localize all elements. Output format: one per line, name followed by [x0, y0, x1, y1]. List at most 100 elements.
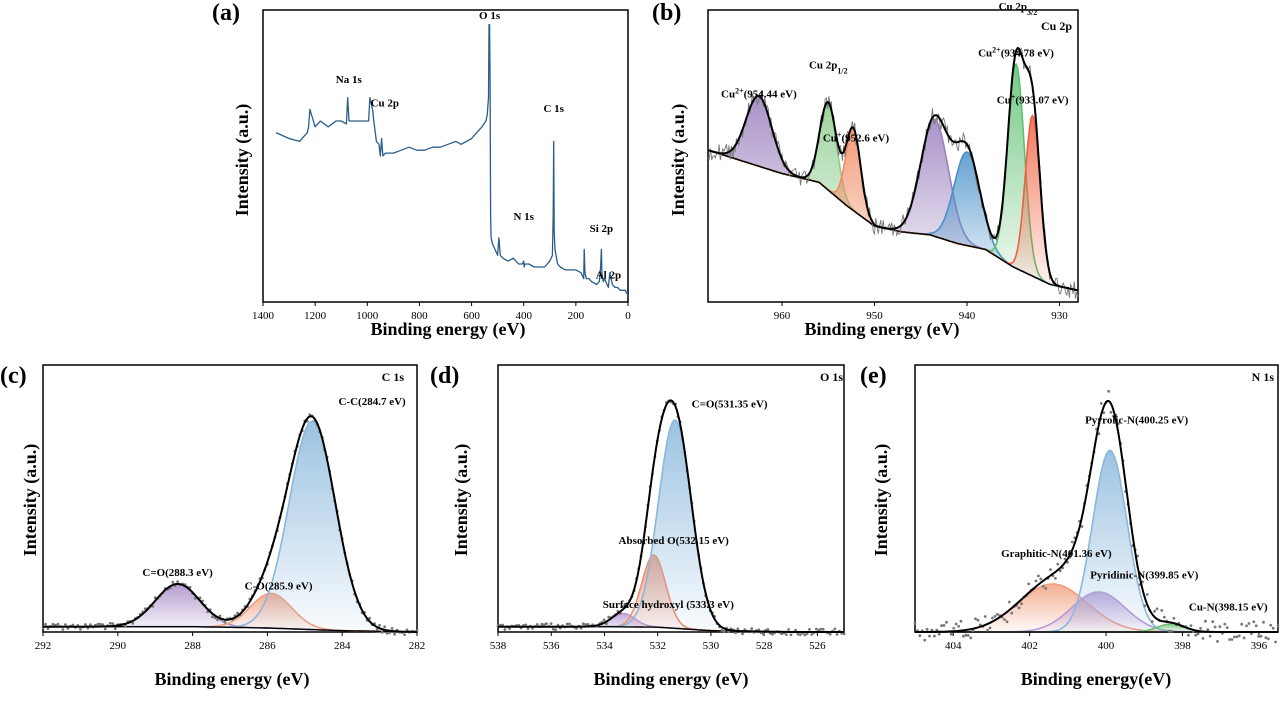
raw-data-point: [607, 615, 611, 619]
raw-data-point: [952, 626, 956, 630]
raw-data-point: [405, 628, 409, 632]
x-tick-label: 1000: [356, 310, 379, 322]
raw-data-point: [1056, 562, 1060, 566]
envelope-line: [498, 399, 844, 633]
peak-annotation: Pyridinic-N(399.85 eV): [1090, 570, 1198, 582]
raw-data-point: [101, 623, 105, 627]
component-fill: [43, 421, 417, 632]
chart-b: 960 950 940 930 Binding energy (eV) Intensity…: [652, 0, 1079, 340]
component-fill: [915, 624, 1278, 632]
raw-data-point: [1044, 587, 1048, 590]
raw-data-point: [554, 628, 558, 632]
peak-annotation: C-O(285.9 eV): [245, 580, 313, 592]
raw-data-point: [1225, 626, 1229, 629]
raw-data-point: [988, 626, 992, 630]
peak-annotation: C=O(288.3 eV): [142, 567, 213, 579]
raw-data-point: [1109, 410, 1113, 414]
raw-data-point: [750, 627, 754, 630]
panel-label: (a): [212, 0, 240, 26]
peak-annotation: Al 2p: [596, 270, 621, 282]
raw-data-point: [1150, 620, 1154, 623]
raw-data-point: [98, 622, 102, 626]
peak-annotation: Cu 2p3/2: [999, 1, 1038, 17]
raw-data-point: [535, 623, 539, 626]
raw-data-point: [216, 618, 219, 622]
raw-data-point: [1034, 579, 1038, 583]
raw-data-point: [1027, 582, 1031, 586]
x-tick-label: 286: [259, 640, 276, 652]
peak-annotation: C=O(531.35 eV): [692, 399, 768, 411]
x-tick-label: 950: [866, 310, 883, 322]
component-fill: [708, 115, 1078, 291]
raw-data-point: [1206, 628, 1210, 631]
raw-data-point: [79, 627, 82, 631]
raw-data-point: [1155, 607, 1159, 611]
raw-data-point: [1054, 576, 1057, 580]
raw-data-point: [766, 628, 770, 631]
raw-data-point: [814, 627, 818, 631]
raw-data-point: [575, 627, 578, 630]
raw-data-point: [1167, 629, 1171, 633]
peak-annotation: N 1s: [513, 211, 534, 223]
x-tick-label: 282: [409, 640, 426, 652]
raw-data-point: [171, 580, 175, 584]
raw-data-point: [789, 633, 793, 637]
raw-data-point: [1274, 640, 1277, 644]
raw-data-point: [1201, 637, 1205, 640]
peak-annotation: Cu2+(934.78 eV): [978, 45, 1054, 60]
x-tick-label: 800: [411, 310, 428, 322]
raw-data-point: [736, 627, 740, 631]
x-axis-title: Binding energy (eV): [594, 669, 749, 690]
x-axis-title: Binding energy(eV): [1021, 669, 1172, 690]
x-tick-label: 536: [543, 640, 560, 652]
raw-data-point: [803, 633, 807, 637]
x-axis-title: Binding energy (eV): [155, 669, 310, 690]
x-tick-label: 1400: [252, 310, 275, 322]
x-tick-label: 404: [945, 640, 962, 652]
raw-data-point: [46, 627, 50, 630]
x-tick-label: 960: [774, 310, 791, 322]
raw-data-point: [108, 621, 112, 625]
panel-d: 538 536 534 532 530 528 526 Binding energy (eV)…: [430, 355, 860, 705]
raw-data-point: [1208, 634, 1212, 638]
raw-data-point: [1010, 611, 1014, 615]
raw-data-point: [1099, 402, 1103, 405]
raw-data-point: [526, 627, 530, 631]
raw-data-point: [1058, 569, 1062, 573]
raw-data-point: [586, 623, 590, 626]
raw-data-point: [1189, 624, 1193, 627]
raw-data-point: [720, 628, 724, 632]
peak-annotation: Absorbed O(532.15 eV): [619, 535, 730, 547]
raw-data-point: [1008, 600, 1011, 604]
peak-annotation: Cu+(933.07 eV): [997, 92, 1069, 107]
raw-data-point: [508, 627, 511, 631]
x-tick-label: 292: [35, 640, 52, 652]
raw-data-point: [380, 630, 384, 634]
raw-data-point: [913, 621, 917, 625]
raw-data-point: [805, 632, 809, 636]
x-tick-label: 940: [959, 310, 976, 322]
raw-data-point: [89, 623, 92, 627]
envelope-line: [707, 46, 1079, 292]
panel-a: 1400 1200 1000 800 600 400 200 0 Binding energy …: [0, 0, 640, 350]
raw-data-point: [1070, 540, 1074, 544]
chart-a: 1400 1200 1000 800 600 400 200 0 Binding energy …: [212, 0, 631, 340]
raw-data-point: [1172, 616, 1176, 620]
x-tick-label: 290: [110, 640, 127, 652]
raw-data-point: [84, 623, 87, 626]
raw-data-point: [828, 632, 832, 636]
peak-annotation: Cu-N(398.15 eV): [1189, 602, 1268, 614]
raw-data-point: [383, 625, 386, 629]
x-axis-title: Binding energy (eV): [805, 319, 960, 340]
raw-data-point: [1145, 593, 1149, 596]
peak-annotation: C-C(284.7 eV): [338, 396, 406, 408]
raw-data-point: [1204, 619, 1207, 623]
raw-data-point: [1259, 634, 1263, 638]
raw-data-point: [940, 624, 943, 627]
raw-data-point: [1247, 622, 1251, 625]
raw-data-point: [1218, 625, 1222, 629]
raw-data-point: [1235, 635, 1239, 639]
peak-annotation: Cu2+(954.44 eV): [721, 86, 797, 101]
raw-data-point: [949, 632, 953, 636]
x-tick-label: 288: [184, 640, 201, 652]
